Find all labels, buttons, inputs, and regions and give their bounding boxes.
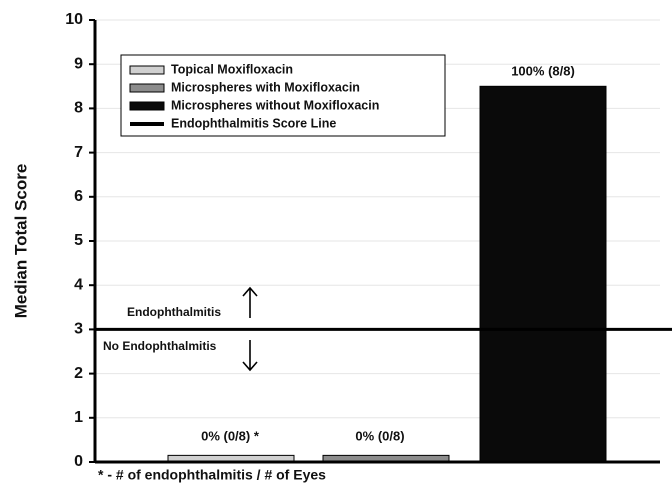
legend-swatch [129,65,165,75]
y-tick-label: 0 [74,453,83,470]
y-tick-label: 10 [65,11,83,28]
bar [479,85,607,463]
annotation: 100% (8/8) [511,63,575,78]
y-tick-label: 2 [74,365,83,382]
legend-label: Endophthalmitis Score Line [171,116,336,130]
annotation: Endophthalmitis [127,305,221,319]
y-tick-label: 9 [74,55,83,72]
y-tick-label: 4 [74,276,83,293]
annotation: 0% (0/8) [355,428,404,443]
legend-label: Microspheres with Moxifloxacin [171,80,360,94]
annotation: 0% (0/8) * [201,428,260,443]
y-axis-label: Median Total Score [11,164,30,319]
y-tick-label: 3 [74,321,83,338]
legend-label: Topical Moxifloxacin [171,62,293,76]
annotation: No Endophthalmitis [103,339,217,353]
legend: Topical Moxifloxacin Microspheres with Mo… [120,54,446,137]
arrows [242,286,258,372]
y-tick-label: 5 [74,232,83,249]
legend-swatch [129,83,165,93]
y-tick-label: 8 [74,100,83,117]
y-tick-label: 1 [74,409,83,426]
legend-box [120,54,446,137]
y-tick-label: 6 [74,188,83,205]
y-tick-label: 7 [74,144,83,161]
legend-swatch [129,101,165,111]
legend-label: Microspheres without Moxifloxacin [171,98,379,112]
annotation: * - # of endophthalmitis / # of Eyes [98,467,326,483]
